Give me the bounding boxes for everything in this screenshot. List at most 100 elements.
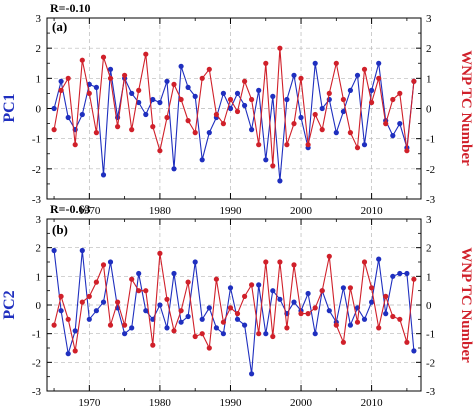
panel-b-point-red <box>199 331 205 337</box>
panel-b-point-red <box>143 288 149 294</box>
panel-b-point-blue <box>122 331 128 337</box>
panel-b-point-red <box>256 331 262 337</box>
panel-a-point-blue <box>136 99 142 106</box>
panel-a-point-red <box>86 90 92 96</box>
panel-a-point-blue <box>178 63 184 69</box>
panel-b-xtick-label: 2000 <box>290 397 313 409</box>
panel-b-point-blue <box>150 316 156 322</box>
panel-a-point-blue <box>270 93 276 99</box>
panel-b-point-red <box>107 322 114 328</box>
panel-b-ytick-label-right: 2 <box>426 243 432 255</box>
panel-b-point-red <box>411 276 417 282</box>
panel-b-point-blue <box>326 308 332 314</box>
panel-b-ytick-label-right: 3 <box>426 214 432 226</box>
panel-a-point-red <box>291 121 297 127</box>
panel-a-ylabel-left: PC1 <box>1 93 18 122</box>
panel-b-point-red <box>369 285 375 291</box>
panel-b-point-blue <box>227 285 234 291</box>
panel-a-label: (a) <box>52 19 67 34</box>
panel-b-point-red <box>72 348 78 354</box>
panel-a-ytick-label-left: 3 <box>36 13 42 25</box>
panel-b-point-blue <box>206 305 212 311</box>
panel-b-point-blue <box>164 325 170 331</box>
panel-b-ytick-label-left: -1 <box>32 329 41 341</box>
panel-b-point-blue <box>347 322 353 328</box>
panel-b-xtick-label: 1980 <box>149 397 172 409</box>
panel-a-point-red <box>397 90 403 96</box>
panel-b-point-red <box>122 322 128 328</box>
panel-a-xtick-label: 1980 <box>149 205 172 217</box>
panel-a-point-red <box>249 96 255 103</box>
panel-b-point-red <box>86 293 92 299</box>
panel-a-point-red <box>319 127 325 133</box>
panel-a-point-red <box>129 127 135 133</box>
panel-b-ylabel-left: PC2 <box>1 290 18 319</box>
panel-b-ytick-label-left: 0 <box>36 300 42 312</box>
panel-b-point-red <box>100 262 107 268</box>
panel-a-point-blue <box>93 84 99 90</box>
panel-a-ytick-labels-left: -3 -2 -1 0 1 2 3 <box>32 13 42 206</box>
panel-b-point-red <box>129 276 135 282</box>
panel-b-point-red <box>242 293 248 299</box>
panel-a-point-blue <box>129 90 135 96</box>
panel-b-ytick-label-left: -3 <box>32 386 42 398</box>
panel-b-ytick-label-right: -3 <box>426 386 436 398</box>
panel-b-point-blue <box>220 331 226 337</box>
panel-b-point-red <box>284 325 290 331</box>
panel-b-point-blue <box>256 282 262 288</box>
panel-a-ytick-label-left: 1 <box>36 73 42 85</box>
panel-a-point-red <box>340 96 346 103</box>
panel-a-xtick-label: 1990 <box>219 205 242 217</box>
panel-a-point-blue <box>185 84 191 90</box>
panel-a-point-red <box>185 118 191 124</box>
panel-a-point-red <box>376 75 382 81</box>
panel-b-point-red <box>270 333 276 340</box>
panel-b-point-blue <box>79 247 85 254</box>
panel-b-point-red <box>206 345 212 351</box>
panel-b-point-red <box>404 339 410 345</box>
panel-a-point-red <box>72 142 78 148</box>
panel-b-point-red <box>277 259 283 265</box>
panel-b-xtick-label: 1970 <box>78 397 101 409</box>
panel-b-point-red <box>93 279 99 285</box>
panel-a-ytick-label-right: 1 <box>426 73 432 85</box>
panel-b-point-red <box>354 319 361 325</box>
panel-a-r-label: R=-0.10 <box>50 1 91 15</box>
panel-a-point-red <box>192 130 198 136</box>
panel-a-ticks <box>47 17 421 200</box>
panel-a-point-red <box>383 121 389 127</box>
panel-b-point-blue <box>369 299 375 305</box>
panel-b-point-blue <box>291 299 297 305</box>
panel-a-point-red <box>333 60 339 66</box>
panel-a-point-blue <box>361 142 368 148</box>
panel-a-point-red <box>242 78 248 84</box>
panel-a-xtick-label: 1970 <box>78 205 101 217</box>
panel-b-point-blue <box>249 371 255 377</box>
panel-b-point-red <box>305 311 311 317</box>
panel-a-point-red <box>65 75 71 81</box>
panel-a-point-blue <box>376 60 382 66</box>
panel-b-point-blue <box>178 319 184 325</box>
panel-a-point-blue <box>234 90 241 96</box>
panel-a-point-red <box>256 142 262 148</box>
panel-b-ytick-label-left: 2 <box>36 243 42 255</box>
panel-b-point-red <box>263 259 269 265</box>
panel-b-point-blue <box>136 270 142 277</box>
panel-b-point-blue <box>397 270 403 277</box>
panel-b-point-red <box>185 279 191 285</box>
panel-a-point-red <box>390 96 396 103</box>
panel-a-point-blue <box>206 130 212 136</box>
panel-a-point-blue <box>58 78 64 84</box>
panel-a-point-blue <box>333 130 339 136</box>
panel-a-point-red <box>284 142 290 148</box>
panel-a-point-blue <box>390 133 396 139</box>
panel-a-point-red <box>227 96 234 103</box>
panel-a-point-red <box>298 75 304 81</box>
panel-a-point-blue <box>249 127 255 133</box>
panel-a-point-blue <box>157 99 163 106</box>
panel-a-point-blue <box>199 157 205 163</box>
panel-a-point-red <box>93 130 99 136</box>
panel-a-point-blue <box>263 157 269 163</box>
panel-b-point-red <box>383 293 389 299</box>
panel-b-point-red <box>51 322 57 328</box>
